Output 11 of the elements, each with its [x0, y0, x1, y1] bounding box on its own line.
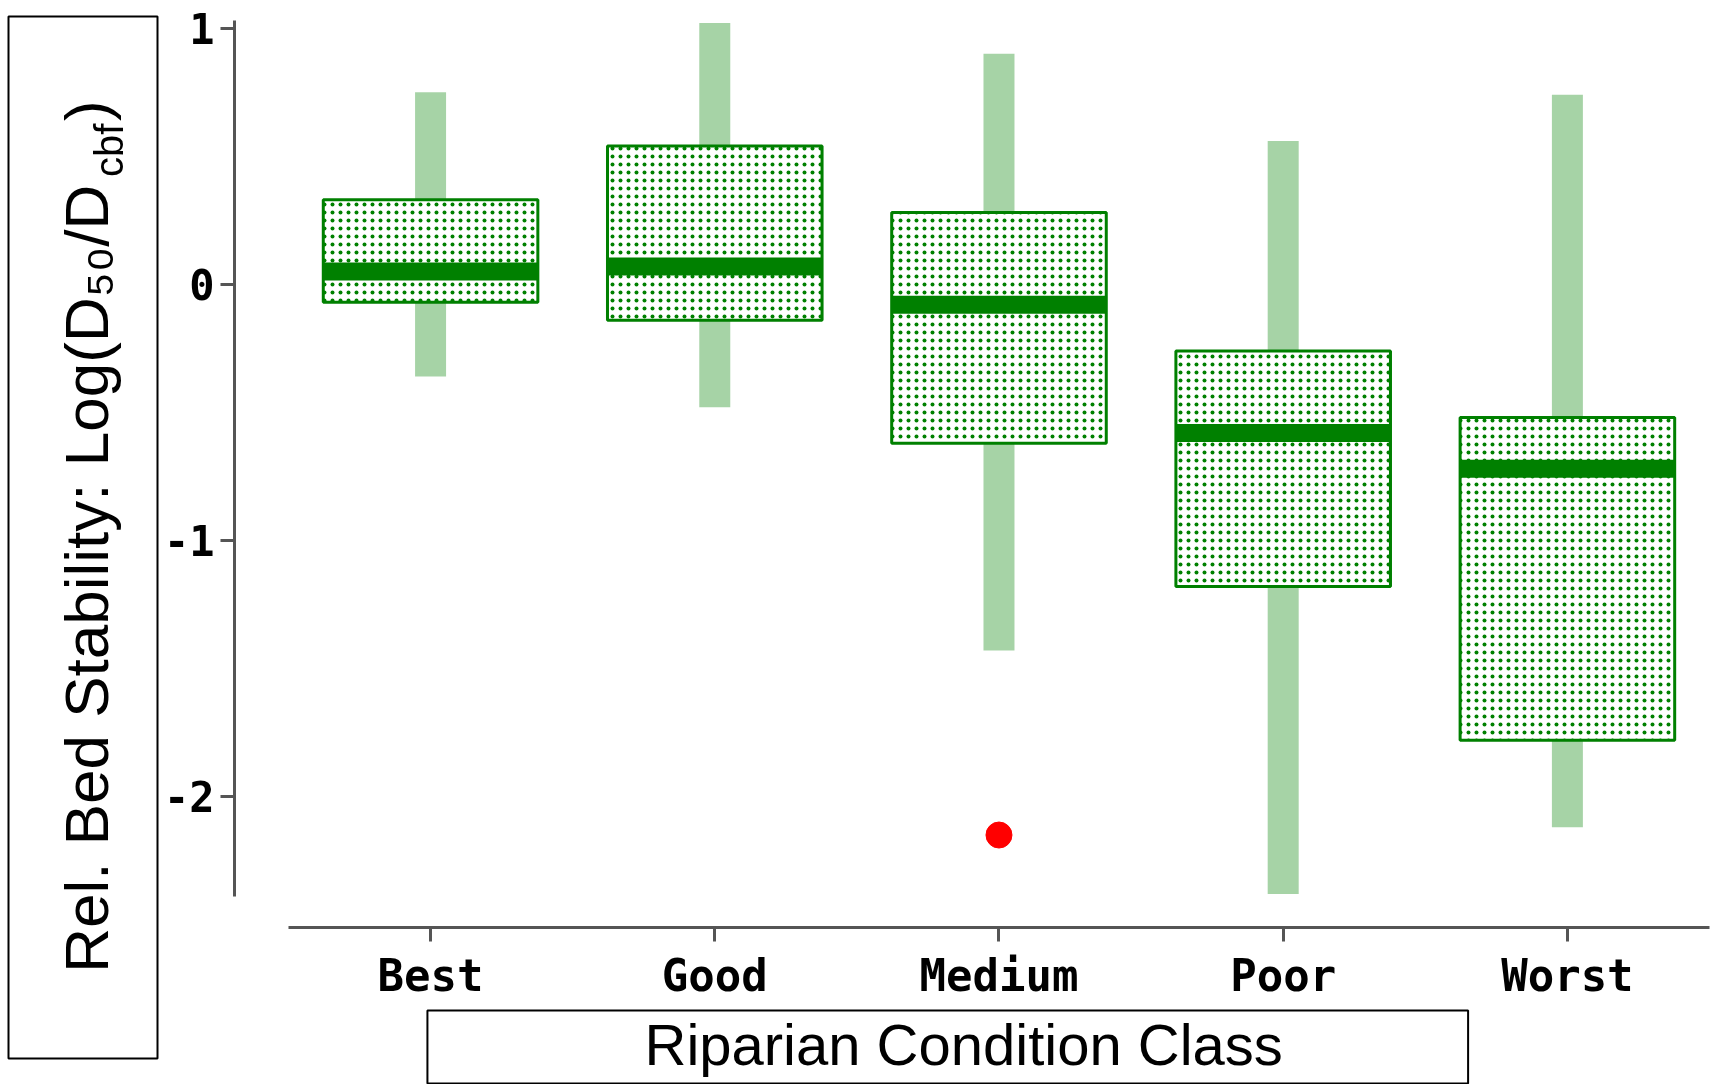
x-tick-label: Good: [661, 949, 768, 1001]
y-tick-label: 0: [189, 260, 215, 310]
y-tick-label: -1: [163, 516, 215, 566]
x-tick-label: Medium: [919, 949, 1079, 1001]
y-tick-label: 1: [189, 4, 215, 54]
x-axis-title: Riparian Condition Class: [644, 1012, 1283, 1077]
x-tick-label: Worst: [1501, 949, 1634, 1001]
y-tick-label: -2: [163, 773, 215, 823]
x-tick-label: Poor: [1230, 949, 1337, 1001]
x-tick-label: Best: [377, 949, 484, 1001]
y-axis-title: Rel. Bed Stability: Log(D₅₀/Dcbf): [52, 100, 131, 973]
